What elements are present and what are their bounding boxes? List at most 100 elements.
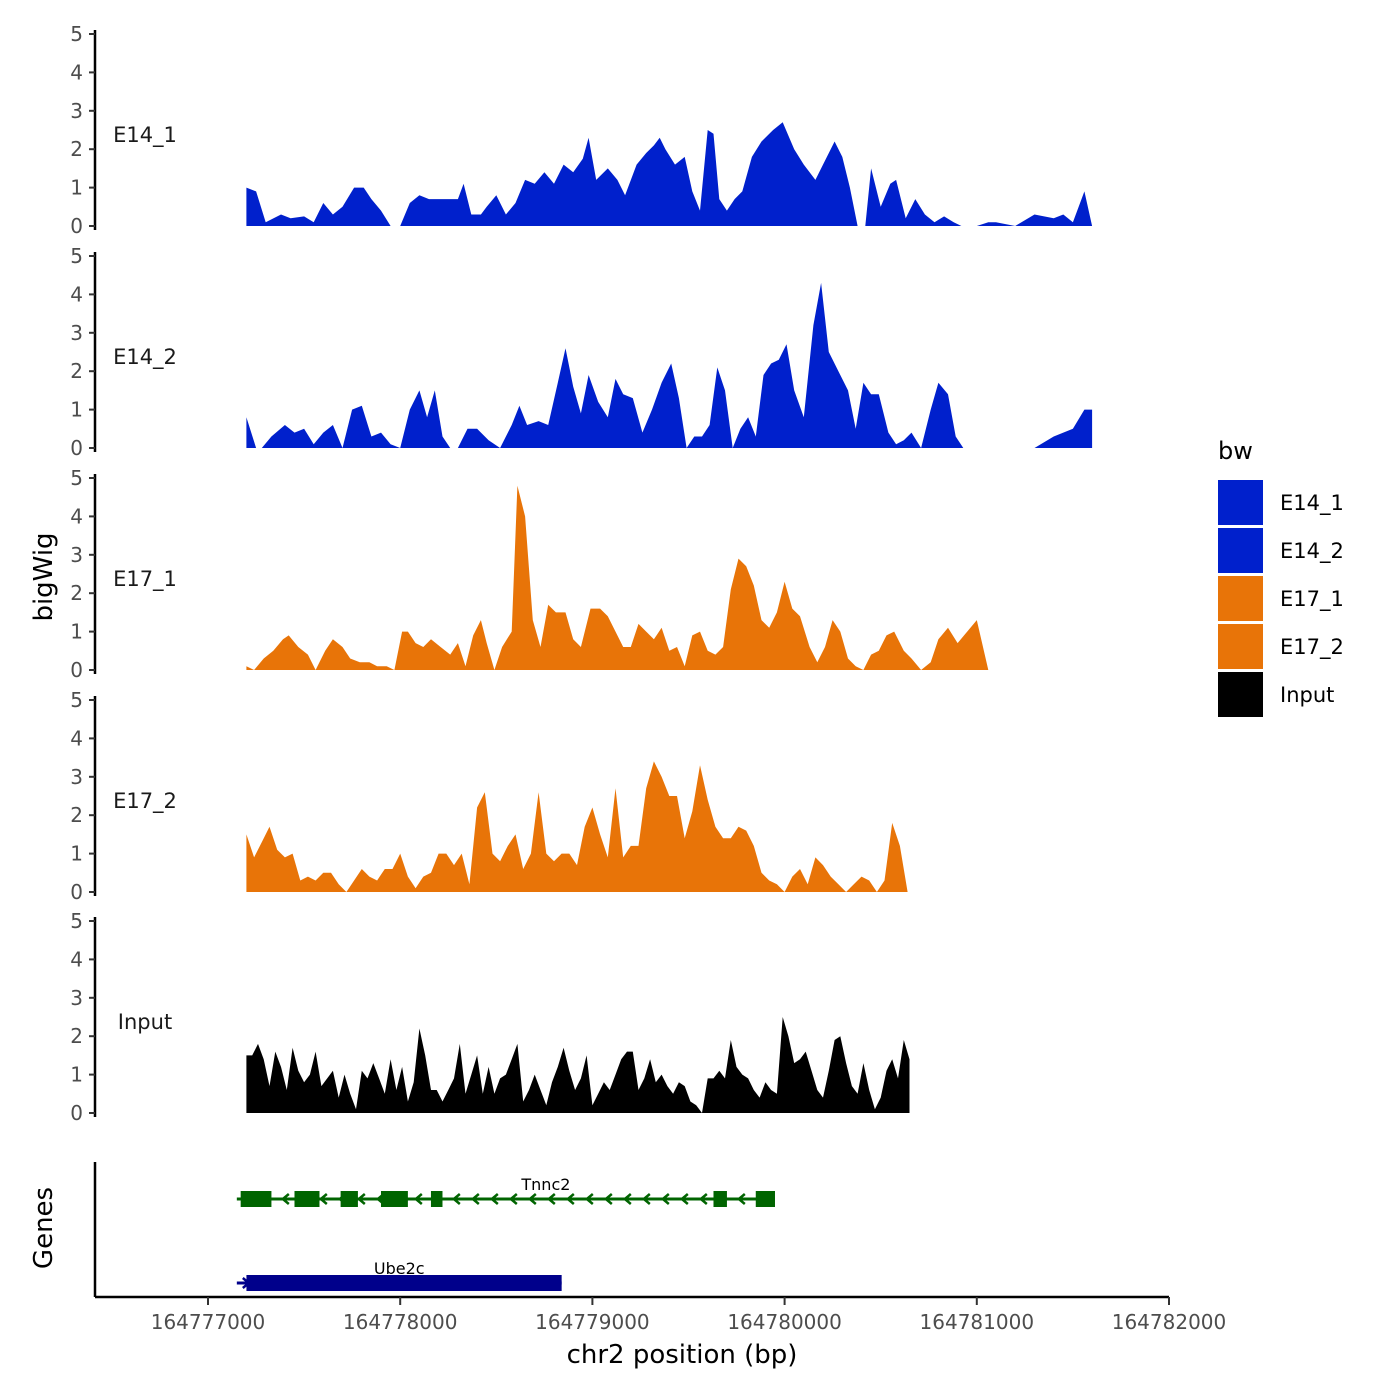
genes-axis-title: Genes [29,1187,59,1269]
strand-arrow [413,1193,423,1205]
coverage-area-input [246,1017,910,1113]
gene-label: Tnnc2 [520,1175,570,1194]
track-e14_2: 0 1 2 3 4 5 E14_2 [70,244,1093,460]
gene-exon [380,1191,408,1207]
y-axis-title: bigWig [29,532,59,621]
y-tick-label: 4 [70,947,83,971]
gene-exon [246,1275,562,1291]
legend-swatch [1218,480,1263,525]
strand-arrow [280,1193,290,1205]
track-e17_2: 0 1 2 3 4 5 E17_2 [70,688,908,904]
y-tick-label: 5 [70,909,83,933]
legend-swatch [1218,576,1263,621]
strand-arrow [356,1193,366,1205]
gene-tnnc2: Tnnc2 [236,1175,775,1207]
y-tick-label: 5 [70,688,83,712]
x-tick-label: 164777000 [151,1310,266,1334]
legend-swatch [1218,672,1263,717]
y-tick-label: 5 [70,244,83,268]
track-input: 0 1 2 3 4 5 Input [70,909,910,1125]
y-tick-label: 4 [70,282,83,306]
strand-arrow [660,1193,670,1205]
legend-item-e17_2: E17_2 [1218,624,1344,669]
gene-ube2c: Ube2c [236,1259,562,1291]
y-tick-label: 1 [70,1063,83,1087]
legend-item-input: Input [1218,672,1334,717]
y-tick-label: 2 [70,359,83,383]
strand-arrow [698,1193,708,1205]
y-tick-label: 3 [70,543,83,567]
y-tick-label: 1 [70,620,83,644]
track-label: E17_2 [113,789,177,814]
coverage-tracks: 0 1 2 3 4 5 E14_1 0 1 2 3 4 5 E14_2 0 1 2 3 4 5 E17_1 0 1 2 3 4 5 E… [70,22,1093,1125]
gene-annotation-track: Tnnc2 Ube2c [93,1162,775,1297]
y-tick-label: 2 [70,1024,83,1048]
x-axis-title: chr2 position (bp) [567,1340,798,1370]
legend-item-e17_1: E17_1 [1218,576,1344,621]
y-tick-label: 0 [70,880,83,904]
gene-exon [430,1191,443,1207]
strand-arrow [451,1193,461,1205]
x-tick-label: 164778000 [343,1310,458,1334]
y-tick-label: 3 [70,765,83,789]
y-tick-label: 1 [70,176,83,200]
legend-label: E17_2 [1280,635,1344,660]
y-tick-label: 3 [70,99,83,123]
y-tick-label: 4 [70,60,83,84]
strand-arrow [736,1193,746,1205]
gene-exon [713,1191,727,1207]
y-tick-label: 5 [70,22,83,46]
legend-label: E14_2 [1280,539,1344,564]
y-tick-label: 2 [70,137,83,161]
y-tick-label: 0 [70,436,83,460]
coverage-area-e17_2 [246,761,908,892]
track-label: E14_2 [113,345,177,370]
strand-arrow [603,1193,613,1205]
x-tick-label: 164781000 [920,1310,1035,1334]
y-tick-label: 0 [70,1101,83,1125]
track-e17_1: 0 1 2 3 4 5 E17_1 [70,466,989,682]
coverage-area-e17_1 [246,485,989,670]
y-tick-label: 4 [70,504,83,528]
legend-swatch [1218,528,1263,573]
strand-arrow [546,1193,556,1205]
strand-arrow [679,1193,689,1205]
track-label: E17_1 [113,567,177,592]
strand-arrow [527,1193,537,1205]
legend-label: E17_1 [1280,587,1344,612]
coverage-area-e14_2 [246,282,1093,448]
y-tick-label: 1 [70,398,83,422]
y-tick-label: 4 [70,726,83,750]
x-tick-label: 164780000 [727,1310,842,1334]
track-label: Input [118,1010,172,1034]
track-e14_1: 0 1 2 3 4 5 E14_1 [70,22,1093,238]
strand-arrow [318,1193,328,1205]
y-tick-label: 2 [70,581,83,605]
y-tick-label: 0 [70,658,83,682]
gene-label: Ube2c [374,1259,425,1278]
gene-exon [340,1191,358,1207]
y-tick-label: 5 [70,466,83,490]
y-tick-label: 3 [70,321,83,345]
coverage-area-e14_1 [246,122,1093,226]
y-tick-label: 1 [70,842,83,866]
strand-arrow [641,1193,651,1205]
strand-arrow [622,1193,632,1205]
gene-exon [755,1191,775,1207]
legend-item-e14_1: E14_1 [1218,480,1344,525]
legend-label: E14_1 [1280,491,1344,516]
legend-item-e14_2: E14_2 [1218,528,1344,573]
strand-arrow [565,1193,575,1205]
strand-arrow [470,1193,480,1205]
x-tick-label: 164782000 [1112,1310,1227,1334]
track-label: E14_1 [113,123,177,148]
legend-swatch [1218,624,1263,669]
x-tick-label: 164779000 [535,1310,650,1334]
legend-title: bw [1218,437,1253,465]
y-tick-label: 0 [70,214,83,238]
strand-arrow [489,1193,499,1205]
gene-exon [240,1191,272,1207]
x-axis: 164777000 164778000 164779000 164780000 1647… [95,1295,1227,1334]
strand-arrow [508,1193,518,1205]
